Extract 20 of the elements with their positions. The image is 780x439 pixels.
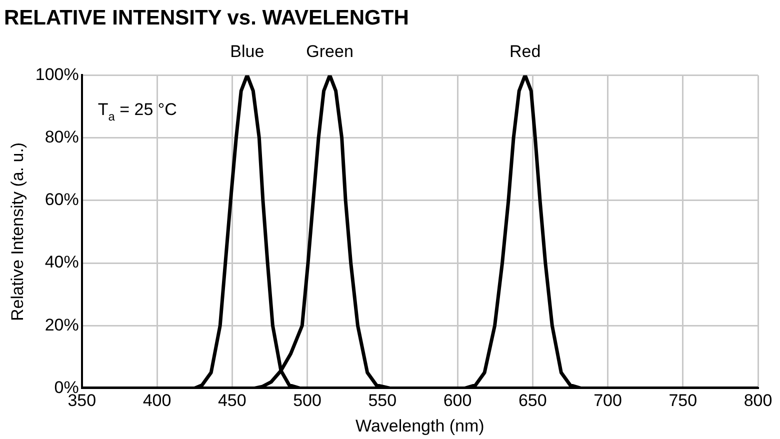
- x-axis-title: Wavelength (nm): [356, 416, 484, 436]
- y-tick-label: 80%: [44, 127, 79, 146]
- y-tick-label: 100%: [35, 64, 79, 84]
- y-tick-label: 40%: [44, 252, 79, 272]
- x-tick-label: 500: [293, 391, 322, 410]
- x-tick-label: 400: [142, 391, 172, 410]
- y-axis-title: Relative Intensity (a. u.): [8, 142, 27, 321]
- x-tick-label: 450: [218, 391, 246, 410]
- series-label: Blue: [230, 42, 264, 62]
- y-tick-label: 60%: [44, 190, 79, 210]
- chart-title: RELATIVE INTENSITY vs. WAVELENGTH: [4, 6, 409, 30]
- y-tick-label: 20%: [44, 315, 79, 334]
- x-tick-label: 700: [594, 391, 622, 410]
- x-tick-label: 600: [443, 391, 472, 410]
- series-label: Red: [510, 42, 541, 62]
- x-tick-label: 650: [518, 391, 547, 410]
- x-tick-label: 800: [744, 391, 772, 410]
- x-tick-label: 750: [668, 391, 698, 410]
- series-label: Green: [306, 42, 354, 62]
- x-tick-label: 550: [368, 391, 397, 410]
